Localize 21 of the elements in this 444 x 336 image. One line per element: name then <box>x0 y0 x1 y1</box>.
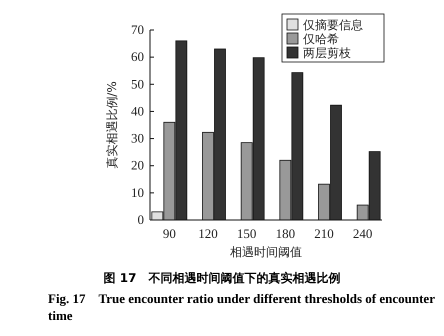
y-tick-label: 30 <box>131 130 144 146</box>
legend-label: 两层剪枝 <box>303 46 351 60</box>
text: Fig. 17 True encounter ratio under different thresholds of encounter time <box>48 290 436 324</box>
y-tick-label: 50 <box>131 76 144 92</box>
x-tick-label: 120 <box>198 226 218 241</box>
y-tick-label: 60 <box>131 49 144 64</box>
x-axis-title: 相遇时间阈值 <box>230 245 302 259</box>
legend-label: 仅摘要信息 <box>303 18 363 32</box>
x-tick-label: 210 <box>314 226 334 241</box>
y-axis-title: 真实相遇比例/% <box>105 81 119 169</box>
x-tick-label: 240 <box>352 226 372 241</box>
x-tick-label: 90 <box>162 226 176 241</box>
text: 图 17 不同相遇时间阈值下的真实相遇比例 <box>102 270 342 287</box>
y-tick-label: 70 <box>131 22 144 37</box>
y-tick-label: 0 <box>138 212 144 227</box>
x-tick-label: 150 <box>236 226 256 241</box>
legend-label: 仅哈希 <box>303 32 339 46</box>
y-tick-label: 10 <box>131 184 144 200</box>
y-tick-label: 20 <box>131 158 144 173</box>
x-tick-label: 180 <box>276 226 296 241</box>
y-tick-label: 40 <box>131 103 144 118</box>
